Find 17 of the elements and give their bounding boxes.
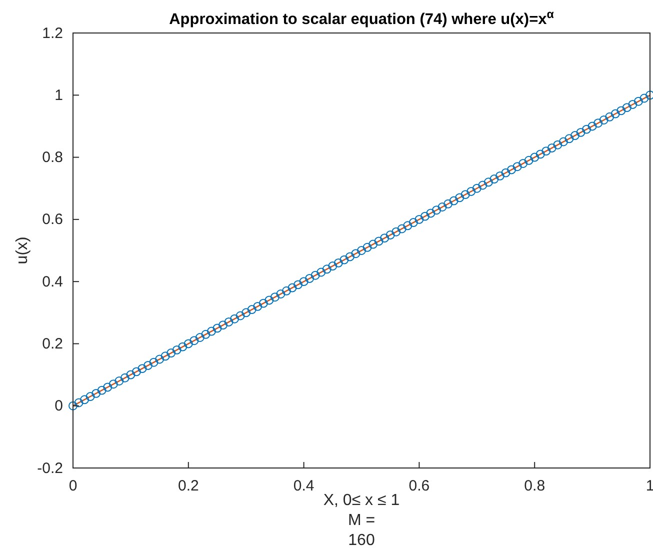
x-tick-label: 1 <box>646 478 653 495</box>
x-tick-label: 0 <box>68 478 78 495</box>
y-tick-label: 1 <box>54 86 63 104</box>
y-tick-label: 0.4 <box>42 273 63 290</box>
y-tick-label: 1.2 <box>42 24 63 42</box>
y-tick-label: -0.2 <box>37 460 63 477</box>
y-tick-label: 0.8 <box>42 149 63 166</box>
x-tick-label: 0.6 <box>408 478 430 495</box>
y-axis-title: u(x) <box>14 236 31 264</box>
x-tick-label: 0.8 <box>524 478 546 495</box>
y-tick-label: 0 <box>54 398 63 415</box>
x-axis-title: X, 0≤ x ≤ 1 M = 160 <box>323 492 400 548</box>
x-tick-label: 0.2 <box>178 478 199 495</box>
x-tick-label: 0.4 <box>293 478 314 495</box>
y-tick-label: 0.2 <box>42 336 63 353</box>
y-tick-label: 0.6 <box>42 211 63 228</box>
chart-title: Approximation to scalar equation (74) where u(x)=x$^{α}$ <box>169 8 555 28</box>
